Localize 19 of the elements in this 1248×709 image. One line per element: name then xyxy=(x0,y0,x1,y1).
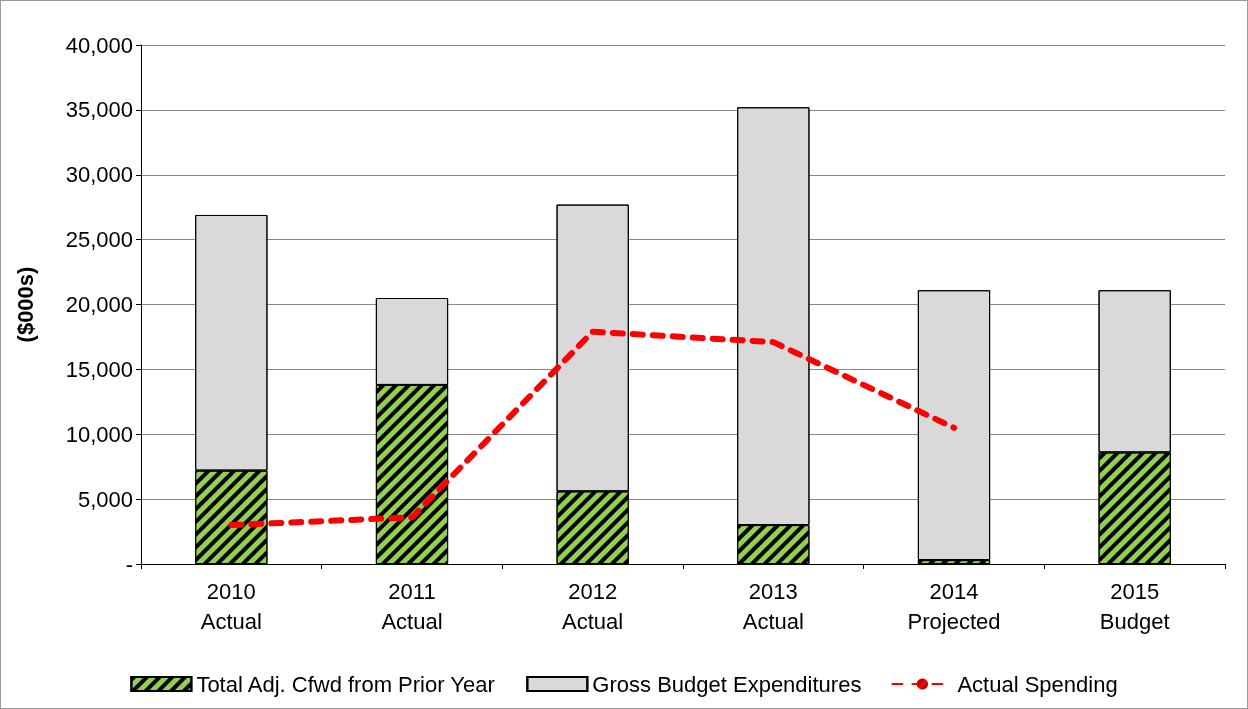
x-tick-label: 2013 Actual xyxy=(742,578,804,634)
legend-label: Gross Budget Expenditures xyxy=(592,671,862,697)
y-tick-label: 25,000 xyxy=(65,227,133,253)
y-tick-label: 30,000 xyxy=(65,162,133,188)
y-tick-label: 40,000 xyxy=(65,32,133,58)
y-tick-label: - xyxy=(125,551,133,577)
x-tick-label: 2010 Actual xyxy=(200,578,262,634)
x-tick-label: 2011 Actual xyxy=(381,578,443,634)
y-tick-label: 15,000 xyxy=(65,356,133,382)
y-axis-title: ($000s) xyxy=(12,266,38,343)
y-tick-label: 5,000 xyxy=(77,486,133,512)
x-tick-label: 2014 Projected xyxy=(907,578,1001,634)
x-tick-label: 2012 Actual xyxy=(562,578,624,634)
legend-label: Actual Spending xyxy=(957,671,1118,697)
y-tick-label: 35,000 xyxy=(65,97,133,123)
y-tick-label: 10,000 xyxy=(65,421,133,447)
y-tick-label: 20,000 xyxy=(65,292,133,317)
legend-label: Total Adj. Cfwd from Prior Year xyxy=(196,671,495,697)
x-tick-label: 2015 Budget xyxy=(1099,578,1170,634)
